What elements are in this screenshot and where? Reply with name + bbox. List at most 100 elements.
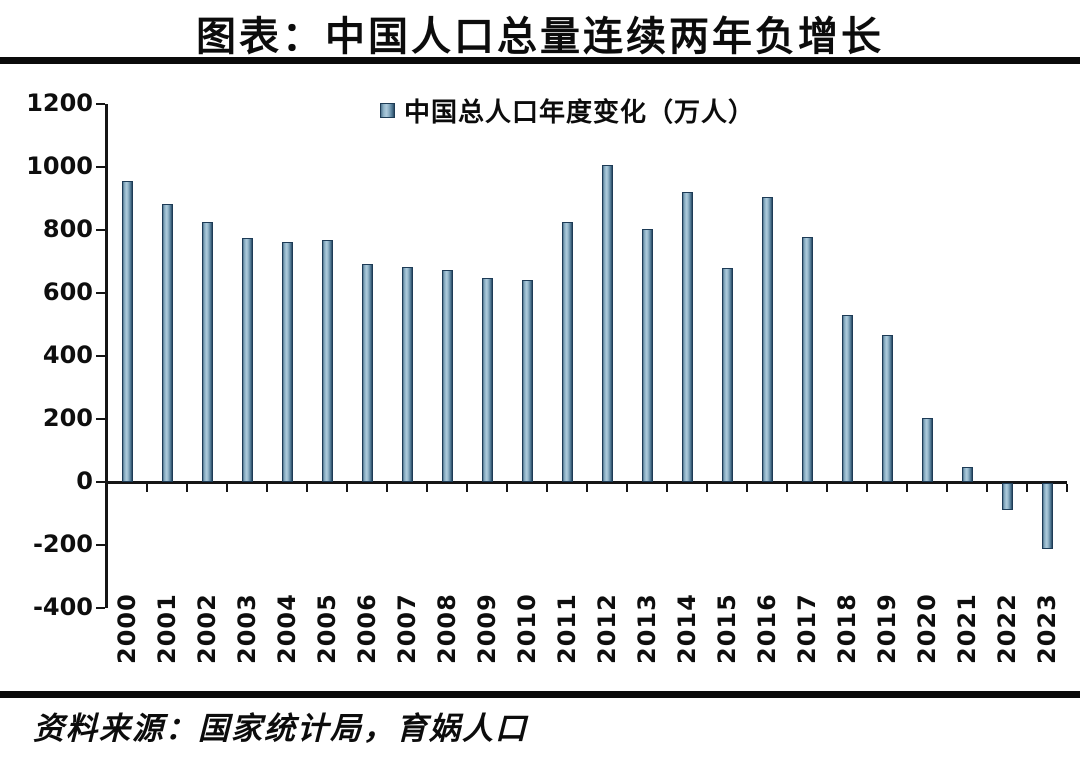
x-axis-label-2019: 2019	[873, 593, 901, 664]
source-note: 资料来源：国家统计局，育娲人口	[33, 711, 528, 746]
x-axis-label-2001: 2001	[153, 593, 181, 664]
x-axis-label-2018: 2018	[833, 593, 861, 664]
bar-2006	[361, 264, 373, 482]
legend-label: 中国总人口年度变化（万人）	[404, 98, 756, 127]
page-title: 图表：中国人口总量连续两年负增长	[196, 14, 884, 59]
y-axis-tick-label: 400	[42, 341, 93, 369]
legend-marker-icon	[380, 103, 395, 118]
x-axis-tick	[626, 484, 628, 492]
x-axis-tick	[506, 484, 508, 492]
bar-2022	[1001, 483, 1013, 510]
x-axis-label-2007: 2007	[393, 593, 421, 664]
x-axis-tick	[746, 484, 748, 492]
y-axis-line	[105, 104, 108, 608]
y-axis-tick	[96, 544, 105, 546]
bar-2005	[321, 240, 333, 482]
x-axis-tick	[306, 484, 308, 492]
bar-2002	[201, 221, 213, 482]
x-axis-tick	[1066, 484, 1068, 492]
chart-legend: 中国总人口年度变化（万人）	[380, 92, 755, 129]
y-axis-tick	[96, 418, 105, 420]
x-axis-tick	[1026, 484, 1028, 492]
x-axis-tick	[946, 484, 948, 492]
bar-2013	[641, 228, 653, 482]
bar-2008	[441, 270, 453, 482]
x-axis-tick	[906, 484, 908, 492]
y-axis-tick	[96, 103, 105, 105]
bar-2009	[481, 278, 493, 482]
x-axis-tick	[666, 484, 668, 492]
x-axis-tick	[786, 484, 788, 492]
x-axis-tick	[586, 484, 588, 492]
x-axis-line	[105, 481, 1067, 484]
x-axis-label-2020: 2020	[913, 593, 941, 664]
x-axis-label-2006: 2006	[353, 593, 381, 664]
bar-2018	[841, 315, 853, 482]
y-axis-tick-label: 0	[76, 467, 93, 495]
x-axis-label-2021: 2021	[953, 593, 981, 664]
y-axis-tick-label: 1000	[26, 152, 93, 180]
x-axis-label-2005: 2005	[313, 593, 341, 664]
y-axis-tick	[96, 166, 105, 168]
footer-divider	[0, 691, 1080, 698]
y-axis-tick	[96, 607, 105, 609]
x-axis-label-2023: 2023	[1033, 593, 1061, 664]
bar-2017	[801, 236, 813, 482]
y-axis-tick	[96, 229, 105, 231]
bar-2020	[921, 417, 933, 482]
x-axis-label-2022: 2022	[993, 593, 1021, 664]
x-axis-label-2012: 2012	[593, 593, 621, 664]
bar-2023	[1041, 483, 1053, 549]
x-axis-label-2000: 2000	[113, 593, 141, 664]
x-axis-tick	[866, 484, 868, 492]
x-axis-label-2017: 2017	[793, 593, 821, 664]
x-axis-label-2002: 2002	[193, 593, 221, 664]
bar-2010	[521, 280, 533, 482]
bar-2019	[881, 334, 893, 482]
x-axis-tick	[386, 484, 388, 492]
x-axis-tick	[986, 484, 988, 492]
y-axis-tick	[96, 292, 105, 294]
bar-2014	[681, 192, 693, 482]
x-axis-tick	[266, 484, 268, 492]
x-axis-tick	[346, 484, 348, 492]
y-axis-tick-label: 800	[42, 215, 93, 243]
bar-2007	[401, 267, 413, 482]
y-axis-tick-label: 1200	[26, 89, 93, 117]
x-axis-label-2009: 2009	[473, 593, 501, 664]
x-axis-tick	[546, 484, 548, 492]
y-axis-tick	[96, 481, 105, 483]
x-axis-label-2004: 2004	[273, 593, 301, 664]
bar-2012	[601, 165, 613, 482]
x-axis-tick	[186, 484, 188, 492]
bar-2000	[121, 180, 133, 482]
bar-2021	[961, 466, 973, 482]
bar-2001	[161, 203, 173, 482]
bar-2011	[561, 222, 573, 482]
x-axis-label-2016: 2016	[753, 593, 781, 664]
bar-2016	[761, 196, 773, 482]
x-axis-tick	[826, 484, 828, 492]
y-axis-tick	[96, 355, 105, 357]
y-axis-tick-label: -400	[32, 593, 93, 621]
bar-2015	[721, 267, 733, 482]
x-axis-tick	[706, 484, 708, 492]
x-axis-label-2008: 2008	[433, 593, 461, 664]
title-divider	[0, 57, 1080, 64]
x-axis-label-2003: 2003	[233, 593, 261, 664]
x-axis-label-2014: 2014	[673, 593, 701, 664]
bar-2003	[241, 238, 253, 482]
y-axis-tick-label: -200	[32, 530, 93, 558]
x-axis-tick	[426, 484, 428, 492]
x-axis-label-2015: 2015	[713, 593, 741, 664]
y-axis-tick-label: 600	[42, 278, 93, 306]
y-axis-tick-label: 200	[42, 404, 93, 432]
x-axis-tick	[146, 484, 148, 492]
x-axis-label-2013: 2013	[633, 593, 661, 664]
bar-2004	[281, 242, 293, 482]
x-axis-tick	[226, 484, 228, 492]
x-axis-label-2010: 2010	[513, 593, 541, 664]
x-axis-tick	[466, 484, 468, 492]
x-axis-label-2011: 2011	[553, 593, 581, 664]
